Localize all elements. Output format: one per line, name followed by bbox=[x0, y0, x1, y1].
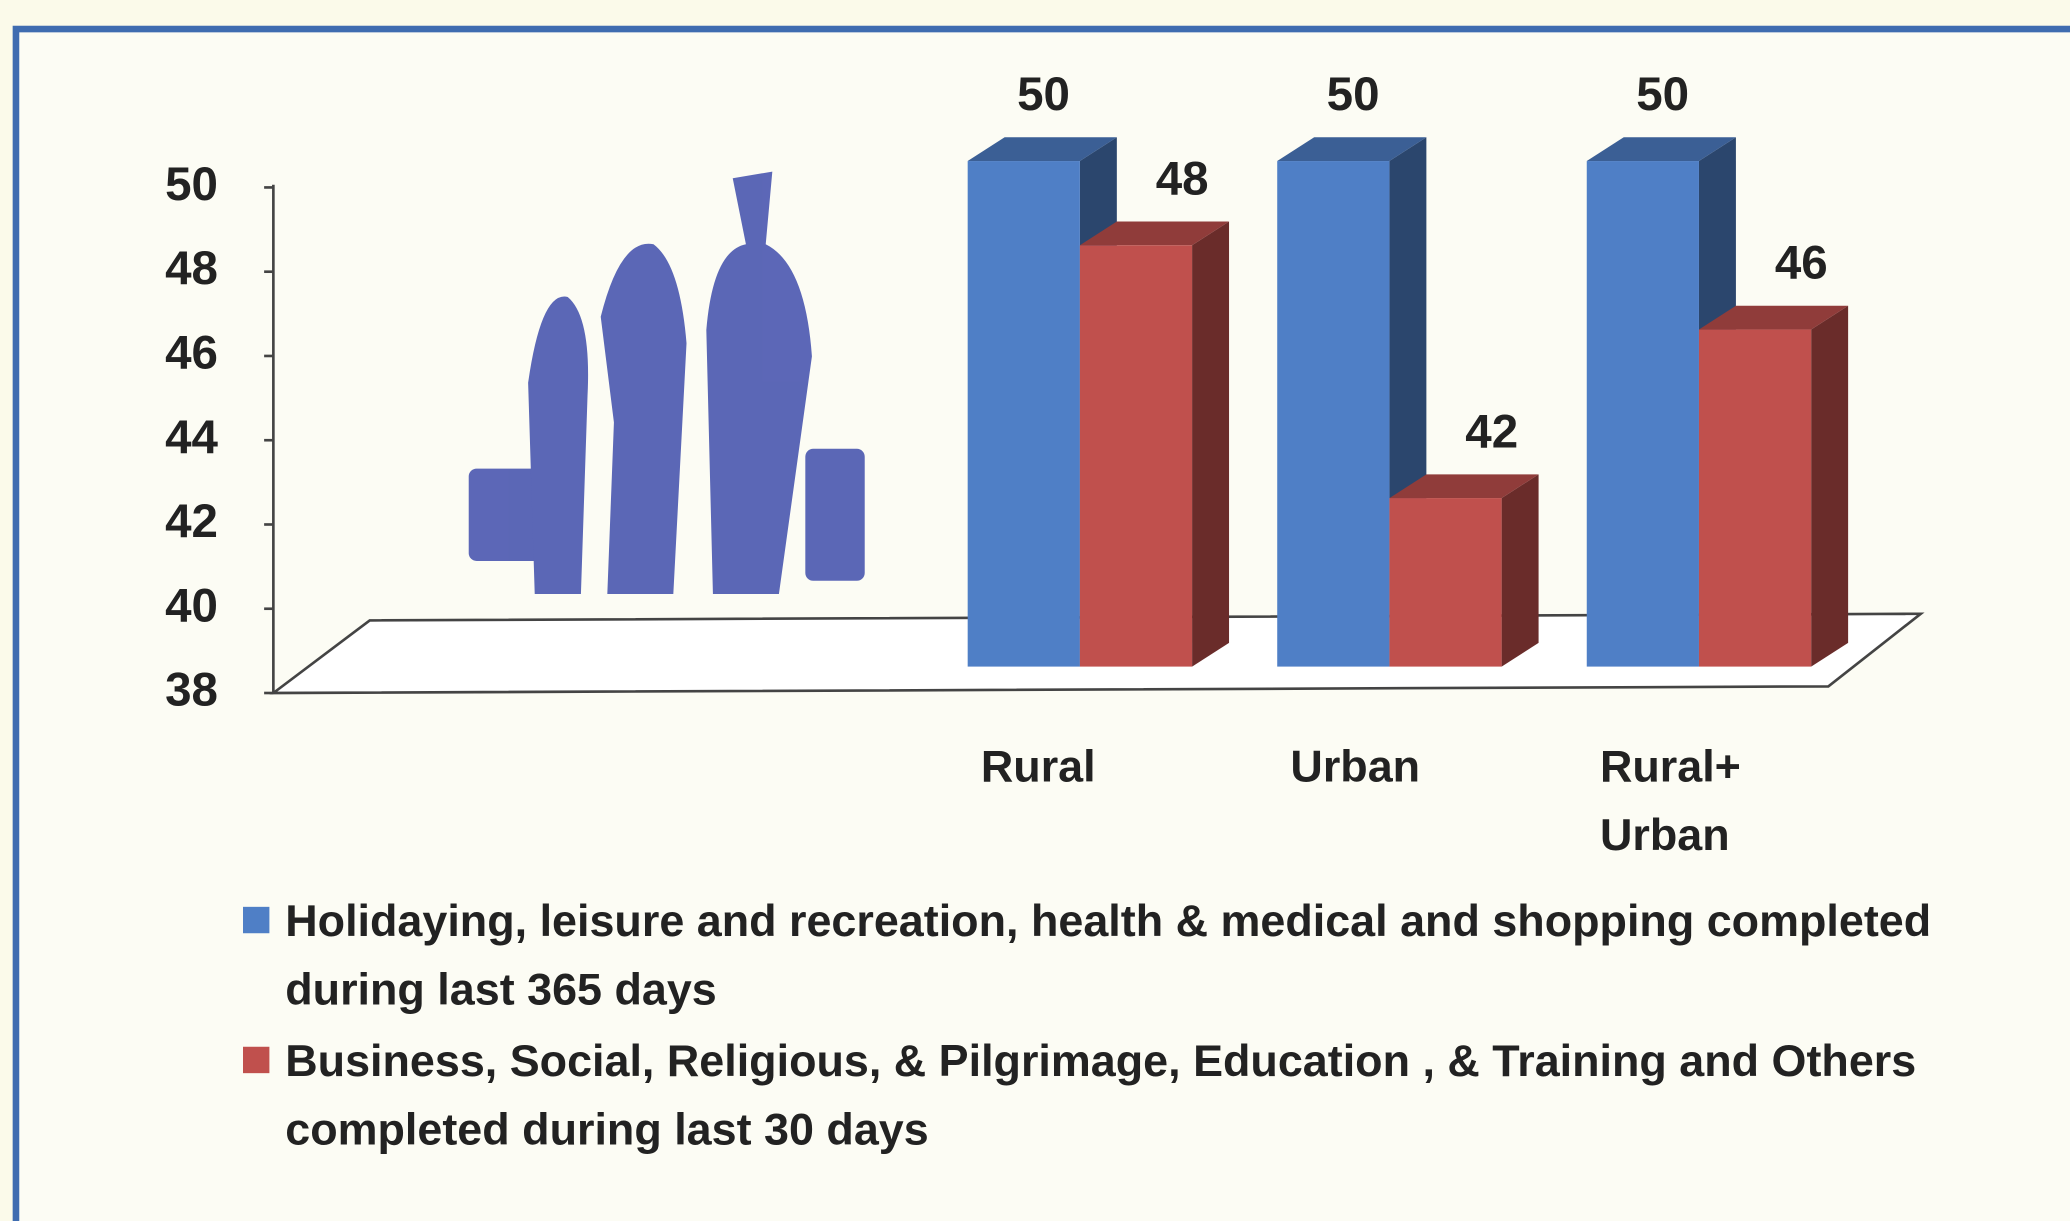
bar bbox=[1699, 306, 1848, 667]
x-tick-label: Urban bbox=[1290, 733, 1475, 802]
legend-marker bbox=[243, 1047, 269, 1073]
legend-marker bbox=[243, 907, 269, 933]
value-label: 46 bbox=[1775, 237, 1828, 290]
bar-side bbox=[1811, 306, 1848, 667]
y-tick-label: 44 bbox=[165, 411, 218, 464]
bar-side bbox=[1192, 222, 1229, 667]
x-tick-label: Rural+ Urban bbox=[1600, 733, 1785, 870]
bar bbox=[1080, 222, 1229, 667]
x-tick-label-box: Rural bbox=[981, 733, 1166, 878]
value-label: 42 bbox=[1465, 405, 1518, 458]
x-tick-label-box: Rural+ Urban bbox=[1600, 733, 1785, 878]
y-tick-label: 40 bbox=[165, 579, 218, 632]
legend-label: Holidaying, leisure and recreation, heal… bbox=[285, 887, 1961, 1024]
legend-label: Business, Social, Religious, & Pilgrimag… bbox=[285, 1027, 1961, 1164]
x-tick-label-box: Urban bbox=[1290, 733, 1475, 878]
bar-front bbox=[968, 161, 1080, 667]
bar-front bbox=[1080, 245, 1192, 666]
y-tick-label: 38 bbox=[165, 664, 218, 717]
legend-label-box: Business, Social, Religious, & Pilgrimag… bbox=[285, 1027, 1961, 1172]
bar bbox=[1389, 474, 1538, 666]
legend-label-box: Holidaying, leisure and recreation, heal… bbox=[285, 887, 1961, 1032]
value-label: 50 bbox=[1017, 68, 1070, 121]
bar-front bbox=[1389, 498, 1501, 667]
y-tick-label: 42 bbox=[165, 495, 218, 548]
bar-front bbox=[1277, 161, 1389, 667]
value-label: 50 bbox=[1327, 68, 1380, 121]
value-label: 50 bbox=[1636, 68, 1689, 121]
y-tick-label: 48 bbox=[165, 242, 218, 295]
x-tick-label: Rural bbox=[981, 733, 1166, 802]
bar-side bbox=[1502, 474, 1539, 666]
y-tick-label: 50 bbox=[165, 158, 218, 211]
bar-front bbox=[1587, 161, 1699, 667]
chart: 38 40 42 44 46 48 50 50 48 Rural 50 42 Urban 50 46 Rura… bbox=[0, 0, 2070, 1221]
y-tick-label: 46 bbox=[165, 327, 218, 380]
bar-front bbox=[1699, 330, 1811, 667]
value-label: 48 bbox=[1156, 152, 1209, 205]
